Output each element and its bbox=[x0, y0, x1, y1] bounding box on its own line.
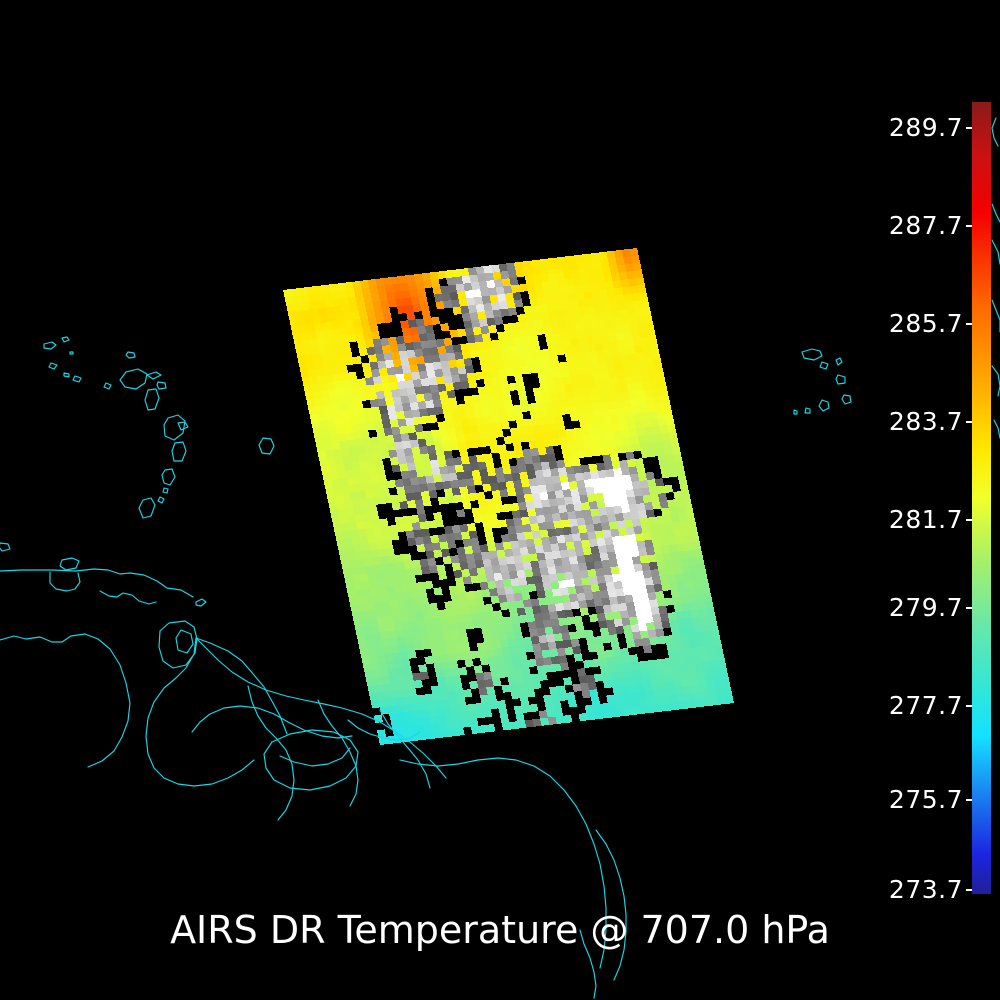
colorbar-tick-3 bbox=[966, 421, 972, 423]
border-guyana-suriname bbox=[248, 686, 294, 820]
colorbar-label-2: 285.7 bbox=[888, 309, 963, 338]
colorbar-label-6: 277.7 bbox=[888, 691, 963, 720]
colorbar-tick-6 bbox=[966, 705, 972, 707]
border-suriname-fguiana bbox=[318, 700, 358, 806]
colorbar-label-5: 279.7 bbox=[888, 593, 963, 622]
border-venezuela-guyana bbox=[146, 638, 254, 786]
coast-brazil-north bbox=[192, 706, 352, 738]
island-martinique bbox=[164, 415, 188, 440]
island-right-5 bbox=[842, 395, 851, 404]
island-right-8 bbox=[794, 410, 797, 414]
colorbar-label-8: 273.7 bbox=[888, 875, 963, 904]
coast-right-fragment-4 bbox=[992, 300, 1000, 332]
island-grenadines-2 bbox=[158, 497, 164, 503]
coast-right-fragment-6 bbox=[994, 420, 1000, 438]
coast-venezuela-gulf bbox=[50, 572, 80, 591]
coast-marajo-channel bbox=[280, 748, 350, 766]
colorbar-label-7: 275.7 bbox=[888, 785, 963, 814]
page-title: AIRS DR Temperature @ 707.0 hPa bbox=[170, 908, 830, 952]
island-marie-galante bbox=[157, 382, 166, 389]
island-marajo bbox=[264, 730, 358, 790]
island-grenadines-1 bbox=[163, 488, 168, 493]
coast-brazil-south-edge bbox=[580, 930, 596, 998]
coast-brazil-east bbox=[400, 758, 606, 968]
island-stlucia bbox=[172, 442, 186, 461]
coast-right-fragment-3 bbox=[992, 240, 1000, 264]
island-grenada bbox=[139, 498, 155, 518]
colorbar-tick-4 bbox=[966, 519, 972, 521]
island-right-6 bbox=[819, 400, 829, 411]
island-guadeloupe bbox=[120, 369, 161, 389]
colorbar-tick-2 bbox=[966, 323, 972, 325]
island-stvincent bbox=[162, 469, 175, 485]
island-dominica bbox=[145, 389, 159, 410]
island-right-7 bbox=[805, 408, 810, 413]
island-right-2 bbox=[820, 362, 828, 369]
island-nevis bbox=[64, 373, 69, 377]
colorbar-label-1: 287.7 bbox=[888, 211, 963, 240]
island-montserrat bbox=[104, 383, 111, 389]
coast-brazil-ne-tip bbox=[596, 830, 626, 980]
island-anguilla bbox=[44, 342, 56, 349]
colorbar-label-4: 281.7 bbox=[888, 505, 963, 534]
island-barbados bbox=[259, 438, 274, 454]
colorbar-tick-7 bbox=[966, 799, 972, 801]
coast-right-fragment-2 bbox=[992, 204, 1000, 222]
coast-venezuela-north bbox=[0, 569, 193, 597]
colorbar-tick-5 bbox=[966, 607, 972, 609]
island-barbuda bbox=[49, 363, 57, 369]
colorbar-gradient bbox=[972, 102, 991, 894]
coast-margarita bbox=[60, 558, 79, 570]
border-venezuela-colombia bbox=[0, 634, 130, 767]
island-stkitts bbox=[73, 376, 81, 382]
coast-right-fragment-1 bbox=[992, 118, 998, 146]
coast-tobago bbox=[196, 599, 206, 606]
colorbar-tick-1 bbox=[966, 225, 972, 227]
island-right-3 bbox=[836, 358, 842, 365]
island-antigua bbox=[126, 352, 135, 358]
colorbar-tick-0 bbox=[966, 127, 972, 129]
island-right-1 bbox=[802, 349, 822, 360]
colorbar-label-3: 283.7 bbox=[888, 407, 963, 436]
island-right-4 bbox=[836, 375, 845, 384]
coast-orinoco-delta bbox=[196, 638, 287, 734]
coast-guianas bbox=[196, 638, 446, 778]
island-stmartin-dot bbox=[70, 352, 73, 354]
colorbar-label-0: 289.7 bbox=[888, 113, 963, 142]
colorbar-bar bbox=[972, 102, 991, 894]
coast-aruba-curacao bbox=[0, 543, 10, 551]
border-fguiana-brazil bbox=[380, 710, 430, 788]
coast-paria bbox=[100, 591, 156, 604]
island-stbarts bbox=[62, 337, 69, 342]
colorbar-tick-8 bbox=[966, 889, 972, 891]
coast-right-fragment-5 bbox=[992, 366, 1000, 396]
coast-trinidad bbox=[159, 621, 197, 668]
coast-amazon-mouth bbox=[348, 720, 420, 740]
